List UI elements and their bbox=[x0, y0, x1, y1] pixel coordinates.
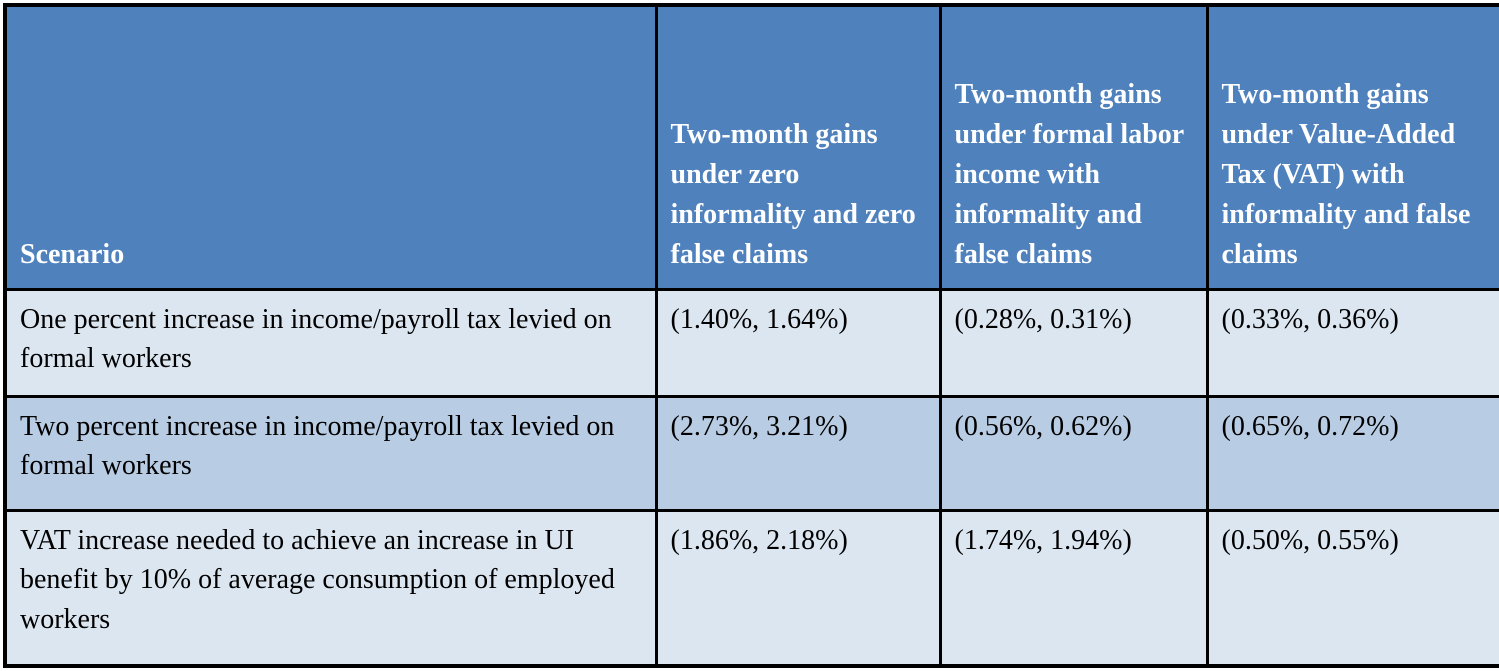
scenario-cell: VAT increase needed to achieve an increa… bbox=[3, 508, 658, 668]
column-header-vat: Two-month gains under Value-Added Tax (V… bbox=[1205, 3, 1499, 291]
header-row: Scenario Two-month gains under zero info… bbox=[3, 3, 1499, 291]
scenario-cell: One percent increase in income/payroll t… bbox=[3, 287, 658, 398]
value-cell: (1.40%, 1.64%) bbox=[654, 287, 942, 398]
value-cell: (0.50%, 0.55%) bbox=[1205, 508, 1499, 668]
column-header-formal-labor-income: Two-month gains under formal labor incom… bbox=[938, 3, 1209, 291]
column-header-zero-informality: Two-month gains under zero informality a… bbox=[654, 3, 942, 291]
table-row: VAT increase needed to achieve an increa… bbox=[3, 508, 1499, 668]
value-cell: (0.65%, 0.72%) bbox=[1205, 394, 1499, 512]
scenario-cell: Two percent increase in income/payroll t… bbox=[3, 394, 658, 512]
table-row: One percent increase in income/payroll t… bbox=[3, 287, 1499, 398]
value-cell: (2.73%, 3.21%) bbox=[654, 394, 942, 512]
value-cell: (0.56%, 0.62%) bbox=[938, 394, 1209, 512]
value-cell: (1.86%, 2.18%) bbox=[654, 508, 942, 668]
value-cell: (0.28%, 0.31%) bbox=[938, 287, 1209, 398]
column-header-scenario: Scenario bbox=[3, 3, 658, 291]
value-cell: (0.33%, 0.36%) bbox=[1205, 287, 1499, 398]
table-row: Two percent increase in income/payroll t… bbox=[3, 394, 1499, 512]
value-cell: (1.74%, 1.94%) bbox=[938, 508, 1209, 668]
ui-gains-results-table: Scenario Two-month gains under zero info… bbox=[3, 3, 1499, 668]
